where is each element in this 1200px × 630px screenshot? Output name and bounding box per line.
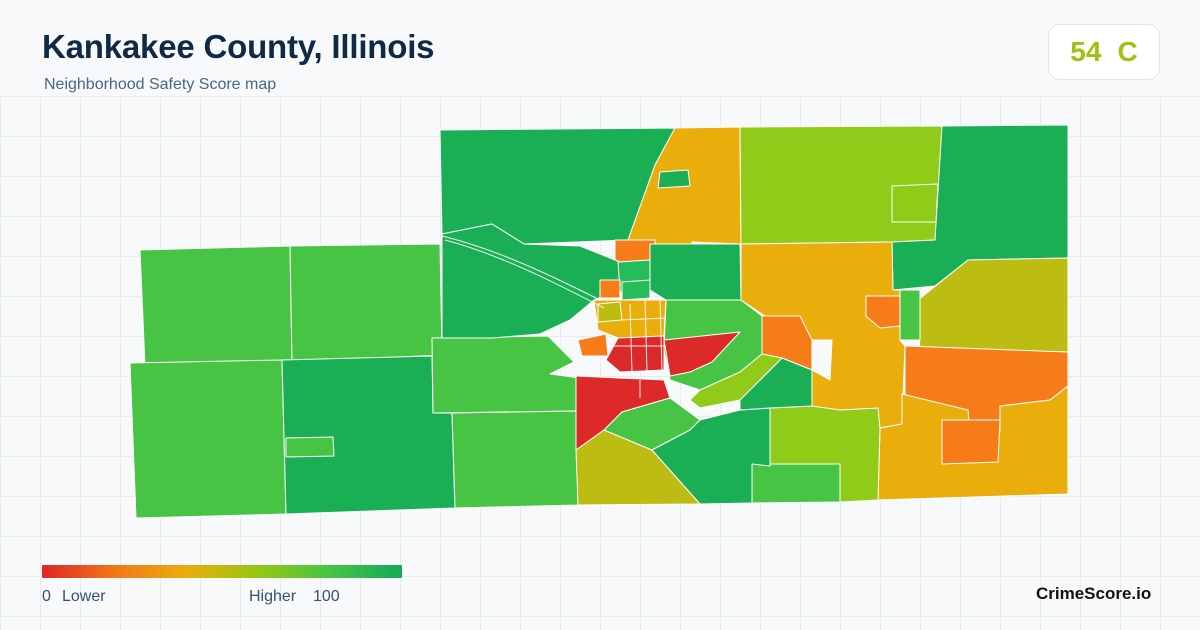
region-west-sw[interactable]	[129, 359, 287, 519]
legend-min-label: 0	[42, 588, 51, 605]
legend-low-label: Lower	[62, 588, 106, 605]
region-core-olive[interactable]	[597, 301, 623, 323]
region-west-s[interactable]	[281, 355, 456, 515]
legend-max-label: 100	[313, 588, 340, 605]
region-west-pocket[interactable]	[285, 436, 335, 458]
region-n-small-1[interactable]	[657, 169, 691, 189]
region-mid-yg[interactable]	[689, 353, 783, 409]
score-grade: C	[1117, 36, 1138, 67]
region-core-orange[interactable]	[577, 333, 609, 357]
region-core-red-1[interactable]	[605, 335, 665, 373]
region-core-bright[interactable]	[621, 279, 651, 301]
region-e-orange-2[interactable]	[865, 295, 901, 329]
legend-high-label: Higher	[249, 588, 297, 605]
region-n-central-3[interactable]	[649, 243, 742, 301]
region-core-orange-2[interactable]	[599, 279, 621, 299]
overall-score-badge: 54 C	[1048, 24, 1160, 80]
region-e-small-green[interactable]	[899, 289, 921, 341]
legend-color-scale	[42, 565, 402, 578]
region-s-dg[interactable]	[651, 407, 771, 505]
region-core-red-2[interactable]	[663, 331, 741, 377]
score-value: 54	[1070, 36, 1102, 67]
header: Kankakee County, Illinois Neighborhood S…	[0, 0, 1200, 96]
page-title: Kankakee County, Illinois	[42, 28, 435, 65]
region-cs-2[interactable]	[451, 410, 579, 509]
page-subtitle: Neighborhood Safety Score map	[44, 76, 277, 93]
region-se-green-small[interactable]	[751, 463, 841, 504]
brand-name: CrimeScore.io	[1036, 584, 1152, 603]
region-west-nw[interactable]	[139, 245, 293, 367]
region-cs-1[interactable]	[431, 335, 581, 414]
region-ne-small[interactable]	[891, 183, 939, 223]
region-west-n[interactable]	[289, 243, 443, 363]
region-se-orange[interactable]	[941, 419, 1001, 465]
